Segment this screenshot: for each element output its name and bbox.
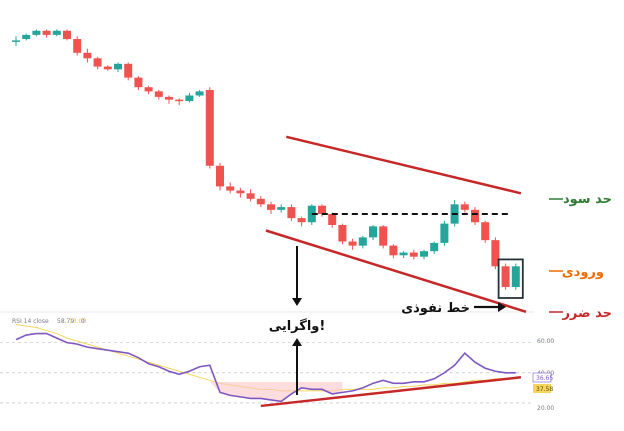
candle-body (236, 190, 245, 194)
arrow-up-icon (292, 338, 302, 346)
candle-body (318, 205, 326, 214)
candle-body (481, 222, 490, 241)
entry-label: ورودی (562, 265, 604, 280)
rsi-ma-value-badge (533, 384, 551, 393)
candle-body (399, 252, 408, 256)
candle-body (205, 89, 214, 166)
rsi-legend-ma-value: 73.00 (69, 318, 86, 325)
candle-body (460, 204, 469, 210)
candle-body (22, 34, 31, 40)
rsi-legend-value: 58.79 (57, 318, 74, 325)
candle-body (63, 30, 71, 40)
candle-body (165, 96, 173, 100)
rsi-ma-value-label: 37.58 (536, 386, 553, 393)
candle-body (409, 252, 418, 257)
candle-body (195, 91, 204, 96)
candle-body (175, 99, 184, 102)
candle-body (287, 207, 296, 219)
candle-body (83, 52, 92, 59)
candle-body (328, 213, 337, 225)
candle-body (471, 209, 479, 223)
candle-body (491, 240, 500, 267)
rsi-legend-title: RSI 14 close (12, 318, 49, 325)
candle-body (134, 77, 143, 88)
entry-highlight-box (497, 258, 524, 299)
channel-lower-line (265, 229, 527, 313)
candle-body (420, 251, 428, 257)
stop-loss-label: حد ضرر (561, 306, 612, 321)
candle-body (338, 224, 347, 242)
candle-body (216, 165, 224, 187)
candle-body (440, 223, 449, 243)
take-profit-label: حد سود (563, 192, 612, 207)
price-channel (265, 135, 527, 313)
candle-body (185, 95, 194, 102)
rsi-ma-line (15, 324, 516, 392)
breakout-line-label: خط نفوذی (401, 301, 470, 316)
breakout-arrow-icon (498, 302, 506, 312)
rsi-oversold-fill (189, 381, 343, 402)
rsi-tick-60: 60.00 (537, 338, 554, 345)
candle-body (246, 193, 255, 199)
candle-body (348, 241, 357, 246)
candle-body (430, 242, 439, 252)
candle-body (103, 66, 112, 70)
candle-body (369, 226, 377, 238)
candle-body (256, 198, 265, 205)
rsi-divergence-line (260, 376, 522, 408)
candle-body (52, 30, 61, 35)
candlestick-series (12, 29, 520, 290)
candle-body (12, 40, 20, 42)
arrow-down-icon (292, 298, 302, 306)
candle-body (124, 63, 133, 78)
rsi-last-value-badge (532, 372, 552, 383)
candle-body (389, 245, 398, 256)
candle-body (144, 87, 153, 92)
candle-body (93, 58, 102, 67)
candle-body (42, 30, 51, 35)
candle-body (277, 207, 286, 210)
candle-body (32, 30, 41, 35)
rsi-last-value-label: 36.65 (536, 375, 553, 382)
candle-body (73, 39, 82, 53)
candle-body (226, 186, 235, 191)
candle-body (297, 218, 306, 223)
rsi-line (15, 332, 516, 403)
rsi-tick-20: 20.00 (537, 405, 554, 412)
candle-body (267, 204, 275, 210)
candle-body (358, 237, 367, 246)
candle-body (379, 226, 388, 246)
candle-body (511, 266, 520, 287)
rsi-legend-extra: 0 (81, 318, 85, 325)
candle-body (501, 266, 510, 287)
rsi-pane (0, 324, 532, 408)
candle-body (114, 63, 122, 70)
candle-body (154, 91, 163, 97)
divergence-label: واگرایی! (269, 318, 326, 334)
channel-upper-line (286, 135, 522, 195)
